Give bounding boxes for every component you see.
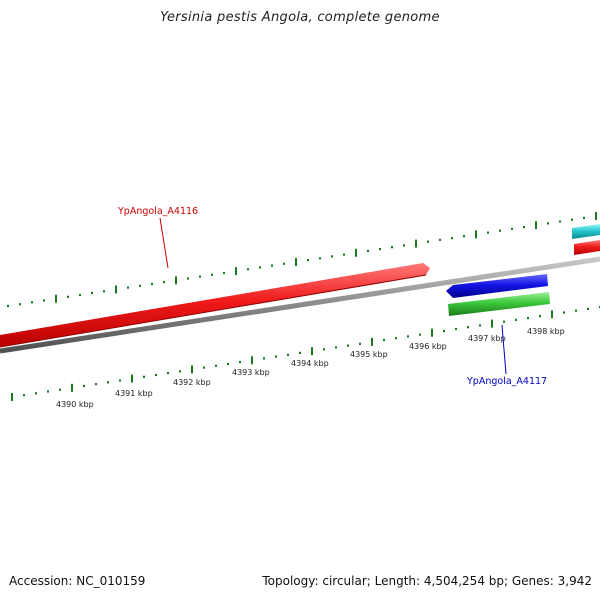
genome-summary-text: Topology: circular; Length: 4,504,254 bp…	[262, 574, 592, 588]
gene-label-A4117[interactable]: YpAngola_A4117	[466, 376, 547, 387]
gene-YpAngola_A4117[interactable]	[446, 274, 548, 298]
ruler-label-4393: 4393 kbp	[232, 368, 270, 377]
ruler-label-4395: 4395 kbp	[350, 350, 388, 359]
gene-forward-right-red[interactable]	[574, 240, 600, 255]
gene-label-A4116[interactable]: YpAngola_A4116	[117, 206, 198, 217]
gene-forward-right-cyan[interactable]	[572, 224, 600, 239]
ruler-label-4396: 4396 kbp	[409, 342, 447, 351]
label-leader-A4116	[159, 217, 169, 269]
ruler-label-4398: 4398 kbp	[527, 327, 565, 336]
rna-feature-green[interactable]	[448, 292, 550, 316]
genome-backbone	[0, 256, 600, 354]
ruler-label-4390: 4390 kbp	[56, 400, 94, 409]
accession-text: Accession: NC_010159	[9, 574, 146, 588]
map-title: Yersinia pestis Angola, complete genome	[160, 10, 440, 25]
ruler-label-4391: 4391 kbp	[115, 389, 153, 398]
outer-tick-ring	[7, 212, 597, 308]
gene-YpAngola_A4116[interactable]	[0, 263, 430, 348]
ruler-label-4397: 4397 kbp	[468, 334, 506, 343]
ruler-label-4392: 4392 kbp	[173, 378, 211, 387]
label-leader-A4117	[501, 324, 507, 375]
ruler-label-4394: 4394 kbp	[291, 359, 329, 368]
inner-tick-ring	[11, 305, 600, 401]
